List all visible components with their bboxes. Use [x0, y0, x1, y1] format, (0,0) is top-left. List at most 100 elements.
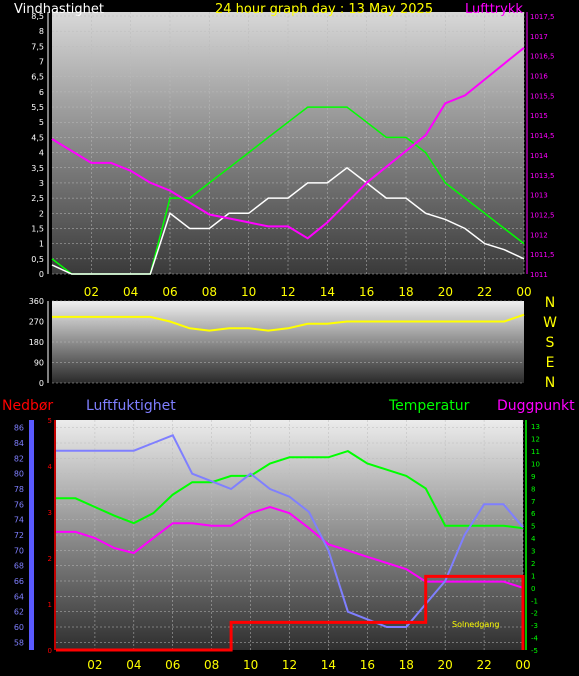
- wind-tick-label: 7: [39, 58, 44, 67]
- compass-label: W: [543, 315, 557, 331]
- hour-tick-label: 20: [438, 285, 453, 299]
- humidity-tick-label: 62: [14, 608, 24, 617]
- humidity-tick-label: 78: [14, 485, 24, 494]
- pressure-tick-label: 1017: [530, 33, 548, 41]
- wind-tick-label: 7,5: [31, 42, 44, 51]
- climate-series: [56, 434, 525, 652]
- humidity-tick-label: 60: [14, 623, 24, 632]
- pressure-tick-label: 1016,5: [530, 53, 555, 61]
- compass-label: N: [545, 295, 555, 311]
- wind-tick-label: 6: [39, 88, 44, 97]
- pressure-tick-label: 1012,5: [530, 211, 555, 219]
- hour-tick-label: 06: [165, 658, 180, 672]
- wind-speed-line: [51, 166, 525, 275]
- hour-tick-label: 00: [515, 658, 530, 672]
- wind-tick-label: 0,5: [31, 255, 44, 264]
- humidity-scale-bar: [29, 420, 34, 650]
- hour-tick-label: 08: [202, 285, 217, 299]
- humidity-tick-label: 72: [14, 531, 24, 540]
- temperature-tick-label: 5: [531, 523, 535, 531]
- wind-speed-axis: 0 0,5 1 1,5 2 2,5 3 3,5 4 4,5 5 5,5 6 6,5 7 7,5 8 8,5: [31, 12, 49, 279]
- pressure-tick-label: 1015,5: [530, 92, 555, 100]
- wind-tick-label: 3: [39, 179, 44, 188]
- direction-tick-label: 180: [29, 338, 44, 347]
- rain-tick-label: 2: [48, 555, 52, 563]
- temperature-tick-label: 8: [531, 485, 535, 493]
- pressure-tick-label: 1011,5: [530, 251, 555, 259]
- temperature-tick-label: 0: [531, 585, 535, 593]
- wind-tick-label: 2: [39, 209, 44, 218]
- direction-tick-label: 270: [29, 318, 44, 327]
- sunset-annotation: Solnedgang: [452, 620, 499, 629]
- wind-tick-label: 3,5: [31, 164, 44, 173]
- direction-line: [52, 313, 525, 332]
- hour-axis-bottom: 02 04 06 08 10 12 14 16 18 20 22 00: [87, 658, 530, 672]
- pressure-tick-label: 1011: [530, 271, 548, 279]
- rain-tick-label: 3: [48, 509, 52, 517]
- temperature-tick-label: 4: [531, 535, 536, 543]
- humidity-tick-label: 58: [14, 638, 24, 647]
- hour-tick-label: 08: [204, 658, 219, 672]
- hour-tick-label: 18: [398, 285, 413, 299]
- wind-tick-label: 8,5: [31, 12, 44, 21]
- compass-label: N: [545, 375, 555, 391]
- rain-tick-label: 0: [48, 647, 52, 655]
- humidity-tick-label: 76: [14, 500, 24, 509]
- hour-tick-label: 14: [320, 285, 335, 299]
- hour-tick-label: 14: [321, 658, 336, 672]
- humidity-tick-label: 64: [14, 592, 24, 601]
- hour-tick-label: 10: [241, 285, 256, 299]
- compass-label: E: [546, 355, 555, 371]
- temperature-tick-label: -3: [531, 622, 538, 630]
- pressure-tick-label: 1013,5: [530, 172, 555, 180]
- pressure-tick-label: 1016: [530, 73, 548, 81]
- temperature-tick-label: 2: [531, 560, 535, 568]
- direction-tick-label: 0: [39, 379, 44, 388]
- humidity-tick-label: 66: [14, 577, 24, 586]
- hour-axis: 02 04 06 08 10 12 14 16 18 20 22 00: [84, 285, 532, 299]
- hour-tick-label: 04: [123, 285, 138, 299]
- chart-title: 24 hour graph day : 13 May 2025: [215, 2, 433, 17]
- humidity-label: Luftfuktighet: [86, 398, 176, 414]
- temperature-tick-label: 6: [531, 510, 536, 518]
- wind-speed-label: Vindhastighet: [14, 2, 104, 17]
- humidity-line: [56, 434, 524, 628]
- humidity-tick-label: 82: [14, 454, 24, 463]
- hour-tick-label: 10: [243, 658, 258, 672]
- temperature-tick-label: 1: [531, 572, 535, 580]
- temperature-tick-label: 13: [531, 423, 540, 431]
- direction-series: [52, 313, 525, 332]
- temperature-tick-label: -1: [531, 597, 538, 605]
- rain-tick-label: 1: [48, 601, 52, 609]
- temperature-line: [56, 450, 524, 530]
- hour-tick-label: 16: [359, 285, 374, 299]
- hour-tick-label: 12: [280, 285, 295, 299]
- pressure-tick-label: 1013: [530, 192, 548, 200]
- hour-tick-label: 02: [84, 285, 99, 299]
- humidity-tick-label: 70: [14, 546, 24, 555]
- compass-label: S: [546, 335, 555, 351]
- humidity-axis: 58 60 62 64 66 68 70 72 74 76 78 80 82 84 86: [14, 420, 34, 650]
- pressure-tick-label: 1017,5: [530, 13, 555, 21]
- pressure-tick-label: 1015: [530, 112, 548, 120]
- hour-tick-label: 18: [399, 658, 414, 672]
- pressure-line: [51, 47, 525, 240]
- humidity-tick-label: 74: [14, 516, 24, 525]
- wind-tick-label: 4: [39, 149, 44, 158]
- wind-tick-label: 6,5: [31, 73, 44, 82]
- direction-tick-label: 360: [29, 297, 44, 306]
- hour-tick-label: 22: [477, 285, 492, 299]
- pressure-axis: 1011 1011,5 1012 1012,5 1013 1013,5 1014 1014,5…: [526, 12, 555, 279]
- humidity-tick-label: 86: [14, 424, 24, 433]
- temperature-tick-label: -2: [531, 610, 538, 618]
- dewpoint-label: Duggpunkt: [497, 398, 575, 414]
- wind-pressure-plot-area: [52, 12, 524, 274]
- pressure-label: Lufttrykk: [465, 2, 523, 17]
- wind-tick-label: 1,5: [31, 224, 44, 233]
- rain-line: [56, 574, 525, 652]
- wind-tick-label: 5: [39, 118, 44, 127]
- direction-tick-label: 90: [34, 359, 44, 368]
- temperature-tick-label: 12: [531, 436, 540, 444]
